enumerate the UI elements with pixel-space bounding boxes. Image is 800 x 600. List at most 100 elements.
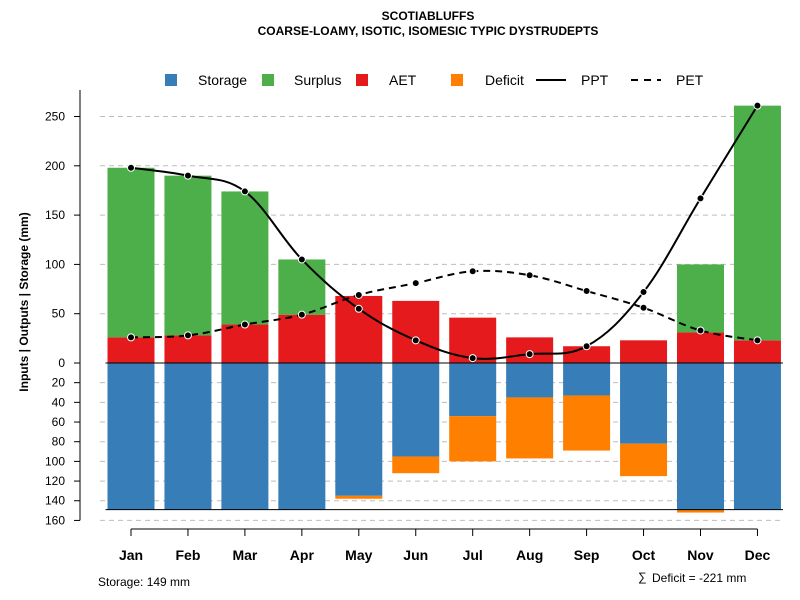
y-tick-label: 60 [52, 415, 66, 429]
ppt-point [183, 171, 192, 180]
aet-bar [107, 337, 155, 363]
storage-bar [733, 363, 781, 510]
deficit-sum-symbol: ∑ [638, 570, 647, 584]
legend-label-deficit: Deficit [485, 72, 524, 88]
storage-bar [335, 363, 383, 496]
legend-swatch-deficit [451, 74, 463, 86]
pet-point [240, 320, 249, 329]
storage-bar [278, 363, 326, 510]
pet-point [468, 267, 477, 276]
pet-point [753, 336, 762, 345]
storage-bar [221, 363, 269, 510]
pet-point [297, 310, 306, 319]
x-tick-label: Jul [463, 547, 483, 563]
pet-point [354, 290, 363, 299]
y-tick-label: 250 [45, 110, 65, 124]
grid-lines [100, 116, 784, 521]
chart-title: SCOTIABLUFFS [382, 9, 475, 23]
y-tick-label: 160 [45, 513, 65, 527]
y-tick-label: 20 [52, 376, 66, 390]
ppt-point [525, 350, 534, 359]
storage-bar [620, 363, 668, 444]
legend-label-surplus: Surplus [294, 72, 341, 88]
legend-swatch-storage [165, 74, 177, 86]
ppt-point [639, 288, 648, 297]
x-tick-label: Aug [516, 547, 543, 563]
y-tick-label: 150 [45, 208, 65, 222]
x-tick-label: Dec [745, 547, 771, 563]
surplus-bar [677, 264, 724, 333]
x-tick-label: May [345, 547, 372, 563]
x-tick-label: Feb [176, 547, 201, 563]
deficit-bar [620, 443, 668, 477]
storage-bar [164, 363, 212, 510]
storage-bar [392, 363, 440, 457]
surplus-bar [221, 191, 269, 325]
pet-point [183, 331, 192, 340]
x-tick-label: Jun [403, 547, 428, 563]
pet-point [127, 333, 135, 342]
surplus-bar [107, 167, 155, 338]
ppt-point [297, 255, 306, 264]
pet-point [696, 326, 705, 335]
legend-swatch-surplus [262, 74, 274, 86]
legend-label-pet: PET [676, 72, 704, 88]
aet-bar [392, 300, 440, 363]
pet-point [525, 271, 534, 280]
y-tick-label: 100 [45, 257, 65, 271]
chart-subtitle: COARSE-LOAMY, ISOTIC, ISOMESIC TYPIC DYS… [258, 24, 599, 38]
bars [107, 105, 781, 513]
storage-note: Storage: 149 mm [98, 575, 190, 589]
aet-bar [677, 332, 724, 363]
legend-label-aet: AET [389, 72, 417, 88]
surplus-bar [733, 105, 781, 341]
y-tick-label: 100 [45, 454, 65, 468]
legend: Storage Surplus AET Deficit PPT PET [165, 72, 704, 88]
x-tick-label: Nov [687, 547, 714, 563]
x-tick-label: Sep [574, 547, 600, 563]
storage-bar [563, 363, 611, 396]
x-tick-label: Mar [232, 547, 257, 563]
storage-bar [449, 363, 497, 417]
aet-bar [164, 335, 212, 363]
y-tick-label: 200 [45, 159, 65, 173]
ppt-point [354, 304, 363, 313]
deficit-bar [335, 495, 383, 499]
deficit-bar [506, 397, 554, 459]
storage-bar [107, 363, 155, 510]
series-lines [105, 101, 783, 511]
ppt-point [127, 163, 135, 172]
deficit-bar [392, 456, 440, 474]
y-tick-label: 0 [58, 356, 65, 370]
y-axis-title: Inputs | Outputs | Storage (mm) [17, 212, 31, 391]
ppt-point [582, 342, 591, 351]
y-tick-label: 120 [45, 474, 65, 488]
ppt-point [468, 354, 477, 363]
axes: 0 50 100 150 200 250 20 40 60 80 100 120 140 160 Jan Fe… [45, 90, 771, 563]
deficit-bar [677, 509, 724, 513]
y-tick-label: 80 [52, 435, 66, 449]
aet-bar [221, 324, 269, 363]
surplus-bar [278, 259, 326, 315]
y-tick-label: 40 [52, 395, 66, 409]
storage-bar [506, 363, 554, 398]
pet-point [582, 287, 591, 296]
ppt-point [696, 194, 705, 203]
legend-swatch-aet [356, 74, 368, 86]
y-tick-label: 50 [52, 307, 66, 321]
deficit-bar [449, 416, 497, 462]
pet-line [130, 269, 758, 342]
aet-bar [278, 314, 326, 363]
ppt-point [240, 187, 249, 196]
ppt-point [753, 101, 762, 110]
deficit-bar [563, 395, 611, 451]
pet-point [639, 303, 648, 312]
surplus-bar [164, 175, 212, 336]
legend-label-ppt: PPT [581, 72, 609, 88]
legend-label-storage: Storage [198, 72, 247, 88]
aet-bar [620, 340, 668, 363]
aet-bar [733, 340, 781, 363]
ppt-point [411, 336, 420, 345]
storage-bar [677, 363, 724, 510]
